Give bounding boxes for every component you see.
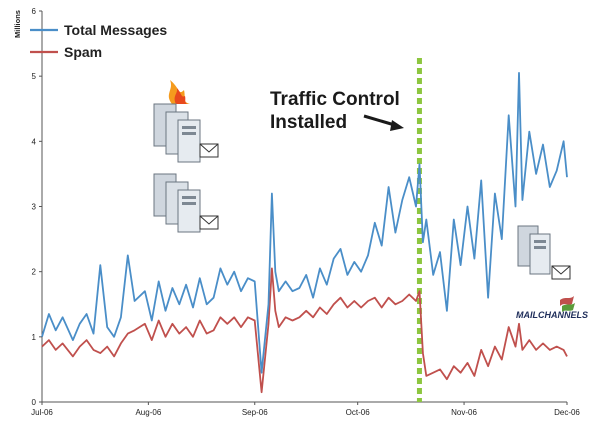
traffic-control-annotation: Traffic Control Installed [270, 89, 404, 133]
series-line-spam [41, 267, 568, 394]
server-stack-icon [153, 173, 219, 233]
y-tick-label: 5 [32, 72, 37, 81]
x-tick-label: Dec-06 [554, 408, 580, 417]
legend-label-spam: Spam [64, 44, 102, 60]
x-tick-label: Sep-06 [242, 408, 268, 417]
y-axis-label: Millions [13, 10, 22, 38]
series-line-total-messages [41, 72, 568, 374]
x-tick-label: Aug-06 [135, 408, 161, 417]
y-tick-label: 2 [32, 268, 37, 277]
x-axis-ticks: Jul-06 Aug-06 Sep-06 Oct-06 Nov-06 Dec-06 [31, 402, 580, 417]
annotation-line-1: Traffic Control [270, 89, 400, 110]
chart-marks [41, 58, 568, 402]
mailchannels-server-icon [517, 225, 571, 280]
x-tick-label: Nov-06 [451, 408, 477, 417]
annotation-line-2: Installed [270, 112, 347, 133]
y-tick-label: 1 [32, 333, 37, 342]
y-tick-label: 3 [32, 203, 37, 212]
annotation-arrow-icon [363, 114, 404, 131]
mailchannels-logo: MAILCHANNELS [516, 296, 588, 320]
x-tick-label: Jul-06 [31, 408, 53, 417]
y-axis-ticks: 0 1 2 3 4 5 6 [32, 7, 42, 407]
y-tick-label: 4 [32, 137, 37, 146]
legend-label-total: Total Messages [64, 22, 167, 38]
burning-servers-icon [153, 80, 219, 163]
x-tick-label: Oct-06 [346, 408, 371, 417]
y-tick-label: 6 [32, 7, 37, 16]
y-tick-label: 0 [32, 398, 37, 407]
mailchannels-logo-text: MAILCHANNELS [516, 310, 588, 320]
legend: Total Messages Spam [30, 22, 167, 60]
